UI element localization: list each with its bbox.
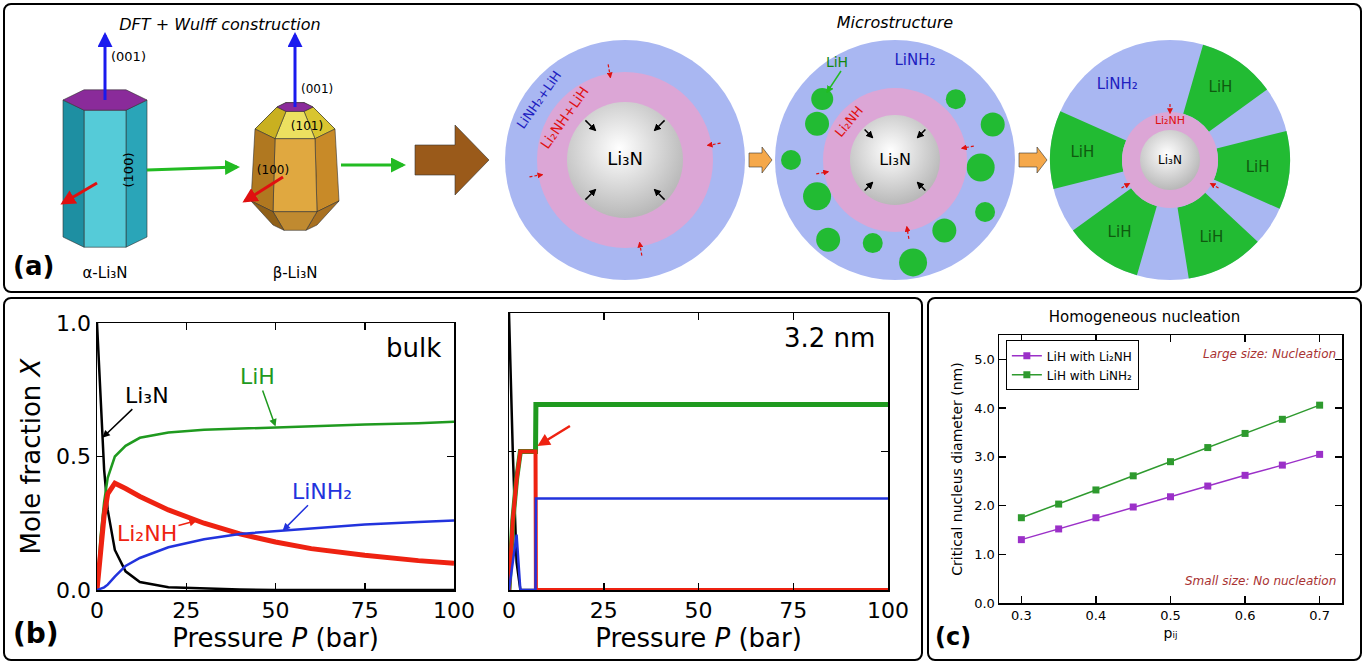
svg-text:0: 0 <box>90 598 104 623</box>
svg-text:0.5: 0.5 <box>1160 608 1181 623</box>
svg-text:0.4: 0.4 <box>1086 608 1107 623</box>
svg-text:Small size: No nucleation: Small size: No nucleation <box>1185 574 1336 588</box>
svg-text:75: 75 <box>351 598 379 623</box>
svg-text:25: 25 <box>172 598 200 623</box>
svg-text:bulk: bulk <box>386 333 441 363</box>
svg-text:LiH with Li₂NH: LiH with Li₂NH <box>1047 350 1132 364</box>
svg-text:Li₂NH: Li₂NH <box>117 521 177 546</box>
html-text:(a): (a) <box>13 251 55 281</box>
svg-text:LiH: LiH <box>1209 78 1233 96</box>
svg-text:0.3: 0.3 <box>1011 608 1032 623</box>
svg-text:4.0: 4.0 <box>974 401 995 416</box>
svg-text:β-Li₃N: β-Li₃N <box>273 264 318 282</box>
svg-text:5.0: 5.0 <box>974 352 995 367</box>
svg-text:pᵢⱼ: pᵢⱼ <box>1164 625 1178 641</box>
svg-text:25: 25 <box>590 598 618 623</box>
svg-text:100: 100 <box>433 598 475 623</box>
svg-text:LiH: LiH <box>1246 158 1270 176</box>
svg-text:Li₂NH: Li₂NH <box>1155 114 1185 127</box>
svg-text:(001): (001) <box>111 49 146 64</box>
svg-text:LiH: LiH <box>240 364 275 389</box>
svg-text:3.0: 3.0 <box>974 449 995 464</box>
svg-text:Microstructure: Microstructure <box>837 13 954 32</box>
svg-text:Pressure P (bar): Pressure P (bar) <box>172 623 379 653</box>
svg-text:Li₃N: Li₃N <box>125 383 169 408</box>
svg-text:Mole fraction X: Mole fraction X <box>16 357 46 554</box>
svg-text:LiNH₂: LiNH₂ <box>292 479 352 504</box>
svg-text:LiH: LiH <box>1199 228 1223 246</box>
svg-text:Li₃N: Li₃N <box>879 150 911 169</box>
svg-text:0.7: 0.7 <box>1309 608 1330 623</box>
svg-text:(100): (100) <box>257 163 289 177</box>
svg-text:LiH with LiNH₂: LiH with LiNH₂ <box>1047 369 1132 383</box>
svg-text:Pressure P (bar): Pressure P (bar) <box>595 623 802 653</box>
svg-text:LiH: LiH <box>1070 143 1094 161</box>
svg-text:75: 75 <box>779 598 807 623</box>
svg-text:Li₃N: Li₃N <box>1158 153 1182 167</box>
html-text:(c): (c) <box>935 623 972 651</box>
svg-text:LiNH₂: LiNH₂ <box>894 51 935 69</box>
svg-text:LiNH₂: LiNH₂ <box>1097 75 1138 93</box>
svg-text:Homogeneous nucleation: Homogeneous nucleation <box>1049 308 1241 326</box>
svg-text:100: 100 <box>867 598 909 623</box>
svg-text:1.0: 1.0 <box>974 547 995 562</box>
svg-text:Li₂NH+LiH: Li₂NH+LiH <box>537 83 592 152</box>
svg-text:50: 50 <box>262 598 290 623</box>
svg-text:1.0: 1.0 <box>56 311 91 336</box>
svg-text:Li₃N: Li₃N <box>607 148 643 169</box>
svg-text:DFT + Wulff construction: DFT + Wulff construction <box>119 15 320 34</box>
svg-text:LiNH₂+LiH: LiNH₂+LiH <box>514 68 565 132</box>
svg-text:(100): (100) <box>121 153 136 188</box>
svg-text:(001): (001) <box>301 82 333 96</box>
svg-text:LiH: LiH <box>1108 223 1132 241</box>
svg-text:0.0: 0.0 <box>974 596 995 611</box>
svg-text:Critical nucleus diameter (nm): Critical nucleus diameter (nm) <box>949 362 965 575</box>
svg-text:(101): (101) <box>291 119 323 133</box>
html-text:(b): (b) <box>13 617 59 650</box>
svg-text:50: 50 <box>685 598 713 623</box>
svg-text:0: 0 <box>502 598 516 623</box>
svg-text:3.2 nm: 3.2 nm <box>784 323 875 353</box>
svg-text:2.0: 2.0 <box>974 498 995 513</box>
svg-text:0.5: 0.5 <box>56 444 91 469</box>
svg-text:0.6: 0.6 <box>1235 608 1256 623</box>
svg-text:α-Li₃N: α-Li₃N <box>82 264 127 282</box>
svg-text:0.0: 0.0 <box>56 578 91 603</box>
svg-text:LiH: LiH <box>826 54 848 70</box>
svg-text:Large size: Nucleation: Large size: Nucleation <box>1203 347 1336 361</box>
svg-text:Li₂NH: Li₂NH <box>832 103 866 140</box>
